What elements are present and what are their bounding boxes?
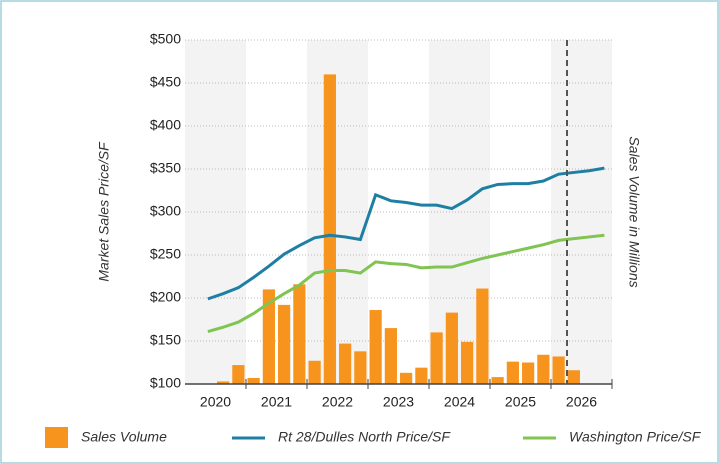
bar: [232, 365, 245, 384]
x-tick-label: 2020: [200, 394, 231, 410]
bar: [430, 332, 443, 384]
bar: [262, 289, 275, 384]
x-tick-label: 2025: [505, 394, 536, 410]
bar: [522, 362, 535, 384]
bar: [461, 341, 474, 384]
bar: [491, 377, 504, 384]
bar: [415, 367, 428, 384]
y-axis-label: Market Sales Price/SF: [96, 141, 112, 282]
bar: [217, 381, 230, 384]
legend-label: Washington Price/SF: [569, 429, 702, 445]
bar: [384, 328, 397, 384]
x-tick-label: 2023: [383, 394, 414, 410]
legend-label: Rt 28/Dulles North Price/SF: [278, 429, 451, 445]
legend-swatch: [45, 427, 68, 448]
y-tick-label: $350: [150, 160, 181, 176]
y-tick-label: $200: [150, 289, 181, 305]
x-tick-label: 2024: [444, 394, 475, 410]
y-tick-label: $300: [150, 203, 181, 219]
bar: [400, 372, 413, 384]
bar: [339, 343, 352, 384]
bar: [354, 351, 367, 384]
y-tick-label: $100: [150, 375, 181, 391]
line: [207, 166, 605, 301]
y-tick-label: $250: [150, 246, 181, 262]
x-tick-label: 2021: [261, 394, 292, 410]
y2-axis-label: Sales Volume in Millions: [626, 136, 642, 287]
bar: [476, 288, 489, 384]
y-tick-label: $400: [150, 117, 181, 133]
y-tick-label: $450: [150, 74, 181, 90]
legend-label: Sales Volume: [81, 429, 167, 445]
bar: [567, 370, 580, 384]
bar: [369, 310, 382, 384]
bar: [506, 361, 519, 384]
bar: [278, 304, 291, 384]
y-tick-label: $150: [150, 332, 181, 348]
x-tick-label: 2026: [566, 394, 597, 410]
bar: [552, 356, 565, 384]
bar: [308, 360, 321, 384]
bar: [537, 354, 550, 384]
bar: [247, 377, 260, 384]
y-tick-label: $500: [150, 31, 181, 47]
line: [207, 233, 605, 333]
x-tick-label: 2022: [322, 394, 353, 410]
year-band: [307, 40, 368, 384]
bar: [293, 284, 306, 384]
bar: [445, 312, 458, 384]
bar: [323, 74, 336, 385]
